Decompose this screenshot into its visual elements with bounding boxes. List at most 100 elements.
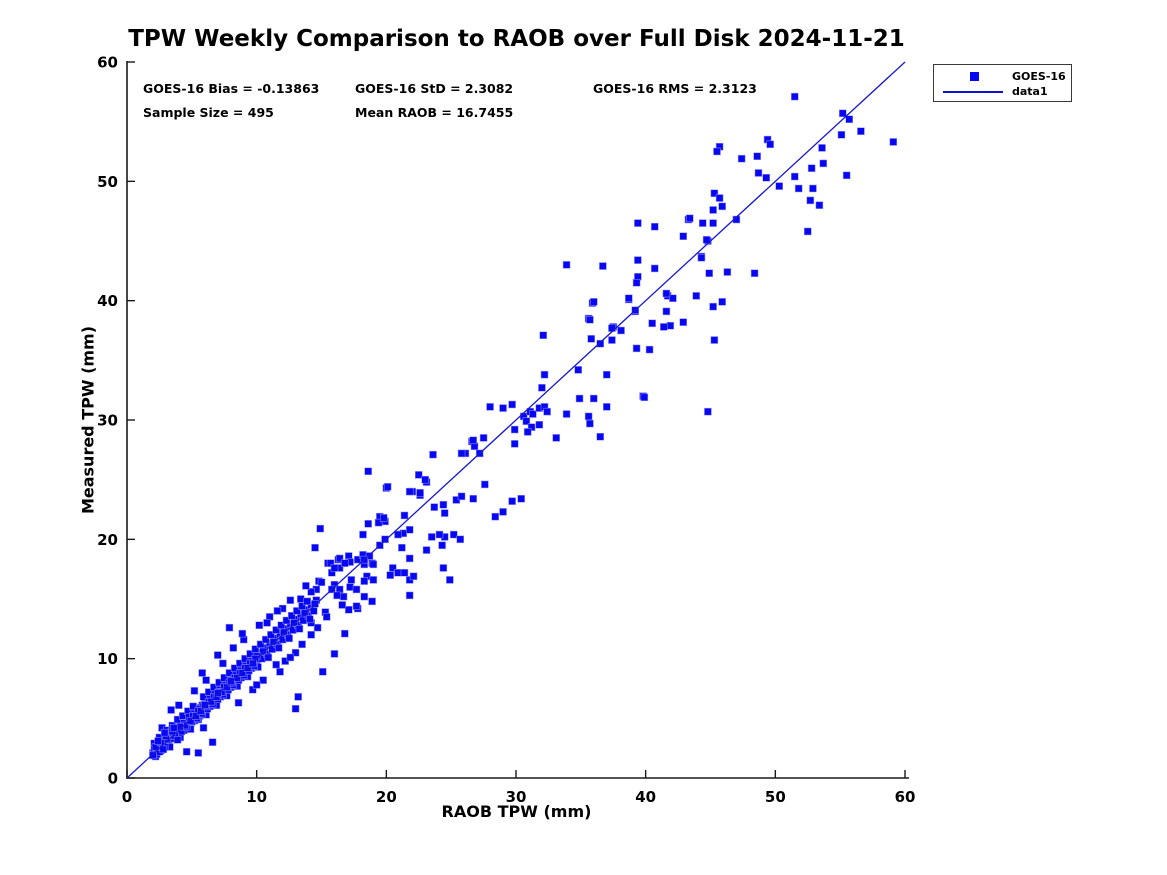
scatter-point [252,681,261,689]
scatter-point [300,609,309,618]
scatter-point [149,751,157,760]
scatter-point [405,487,414,496]
x-tick-label: 50 [765,788,786,806]
scatter-point [405,554,414,563]
scatter-point [225,623,234,632]
scatter-point [344,605,353,614]
scatter-point [302,582,310,590]
scatter-point [416,489,424,497]
scatter-point [709,302,717,311]
scatter-point [160,728,169,737]
scatter-point [889,138,898,146]
scatter-point [269,638,278,646]
scatter-point [562,261,571,269]
x-tick-label: 20 [376,788,397,806]
scatter-point [346,583,354,591]
legend-item-data1: data1 [934,84,1071,99]
scatter-point [523,428,532,436]
scatter-point [438,541,446,550]
scatter-point [575,394,584,403]
scatter-point [298,640,306,649]
scatter-point [154,737,162,745]
scatter-point [705,269,713,277]
scatter-point [214,651,222,659]
scatter-point [347,576,356,584]
scatter-point [294,693,302,701]
scatter-point [273,607,282,615]
scatter-point [272,626,280,634]
scatter-point [632,279,641,287]
scatter-point [791,172,799,181]
scatter-point [456,535,464,544]
scatter-point [223,683,231,692]
scatter-point [341,629,349,638]
scatter-point [364,520,372,528]
scatter-point [400,511,409,520]
scatter-point [766,140,774,149]
scatter-point [394,530,402,539]
scatter-point [486,403,494,411]
scatter-point [718,298,726,306]
legend-item-goes16: GOES-16 [934,69,1071,84]
scatter-point [297,595,305,603]
scatter-point [634,256,642,264]
fit-line [126,61,906,779]
scatter-point [686,214,694,223]
scatter-point [214,689,222,698]
scatter-point [710,189,719,198]
scatter-point [469,436,477,445]
scatter-point [306,615,314,624]
x-tick-label: 60 [895,788,916,806]
scatter-point [491,512,500,521]
scatter-point [608,324,616,332]
scatter-point [379,514,388,522]
scatter-point [543,407,551,416]
scatter-point [535,421,544,429]
scatter-point [369,560,378,569]
scatter-point [439,500,448,509]
scatter-point [440,509,449,517]
scatter-point [282,616,291,625]
scatter-point [415,471,423,479]
scatter-point [842,171,851,180]
scatter-point [322,613,331,621]
scatter-point [274,644,283,652]
scatter-point [285,634,293,643]
scatter-point [167,706,175,714]
scatter-point [280,628,288,637]
scatter-point [435,530,444,539]
scatter-point [818,144,826,152]
scatter-point [709,206,717,214]
y-tick-label: 10 [97,650,118,668]
scatter-point [173,736,182,744]
scatter-point [295,625,304,633]
scatter-point [603,370,611,379]
scatter-point [429,450,437,459]
scatter-point [679,318,688,326]
scatter-point [819,159,828,168]
scatter-point [645,345,654,354]
scatter-point [648,319,656,328]
scatter-point [529,410,537,418]
scatter-point [540,370,549,379]
scatter-point [709,219,717,227]
scatter-point [586,316,594,324]
scatter-point [259,647,267,656]
scatter-point [191,712,200,720]
scatter-point [159,745,168,754]
scatter-point [226,677,235,686]
scatter-point [360,577,369,585]
scatter-point [632,344,641,353]
scatter-point [264,653,273,662]
scatter-point [194,749,203,757]
scatter-point [368,597,376,606]
scatter-point [762,174,771,182]
scatter-point [710,336,719,344]
scatter-point [775,182,783,190]
y-axis-label: Measured TPW (mm) [78,325,98,515]
scatter-point [837,131,846,139]
scatter-point [238,669,247,677]
scatter-point [457,449,466,458]
scatter-point [590,298,598,306]
scatter-point [539,331,547,340]
